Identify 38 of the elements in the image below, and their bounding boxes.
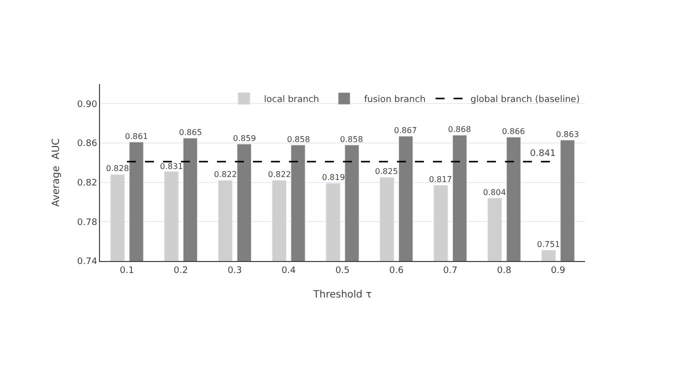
data-label: 0.841 xyxy=(530,149,556,159)
y-tick-label: 0.86 xyxy=(77,139,98,150)
x-tick-label: 0.9 xyxy=(550,266,566,276)
data-label: 0.858 xyxy=(287,135,310,144)
y-tick-label: 0.74 xyxy=(77,257,98,268)
data-label: 0.804 xyxy=(483,188,506,197)
legend-label: global branch (baseline) xyxy=(470,95,580,106)
data-label: 0.831 xyxy=(160,162,183,171)
data-label: 0.822 xyxy=(214,170,237,179)
y-tick-label: 0.82 xyxy=(77,178,98,188)
y-axis-title: Average AUC xyxy=(51,138,62,207)
x-tick-label: 0.2 xyxy=(174,266,188,276)
legend-label: fusion branch xyxy=(364,95,426,106)
x-tick-label: 0.1 xyxy=(120,266,134,276)
data-label: 0.859 xyxy=(233,134,256,143)
x-tick-label: 0.8 xyxy=(497,266,512,276)
y-tick-label: 0.90 xyxy=(77,100,98,110)
y-tick-label: 0.78 xyxy=(77,218,98,228)
data-label: 0.825 xyxy=(375,167,398,176)
legend-label: local branch xyxy=(264,95,320,106)
data-label: 0.867 xyxy=(394,126,417,135)
data-label: 0.861 xyxy=(125,132,148,141)
data-label: 0.817 xyxy=(429,175,452,184)
data-label: 0.863 xyxy=(556,130,579,139)
x-axis-title: Threshold τ xyxy=(312,289,372,300)
data-label: 0.866 xyxy=(502,127,525,136)
x-tick-label: 0.4 xyxy=(281,266,296,276)
x-tick-label: 0.6 xyxy=(389,266,404,276)
data-label: 0.751 xyxy=(537,240,560,249)
data-label: 0.822 xyxy=(268,170,291,179)
data-label: 0.828 xyxy=(106,164,129,173)
data-label: 0.819 xyxy=(322,173,345,182)
data-label: 0.858 xyxy=(340,135,363,144)
x-tick-label: 0.3 xyxy=(228,266,242,276)
x-tick-label: 0.7 xyxy=(443,266,458,276)
data-label: 0.865 xyxy=(179,128,202,137)
x-tick-label: 0.5 xyxy=(335,266,350,276)
data-label: 0.868 xyxy=(448,125,471,134)
